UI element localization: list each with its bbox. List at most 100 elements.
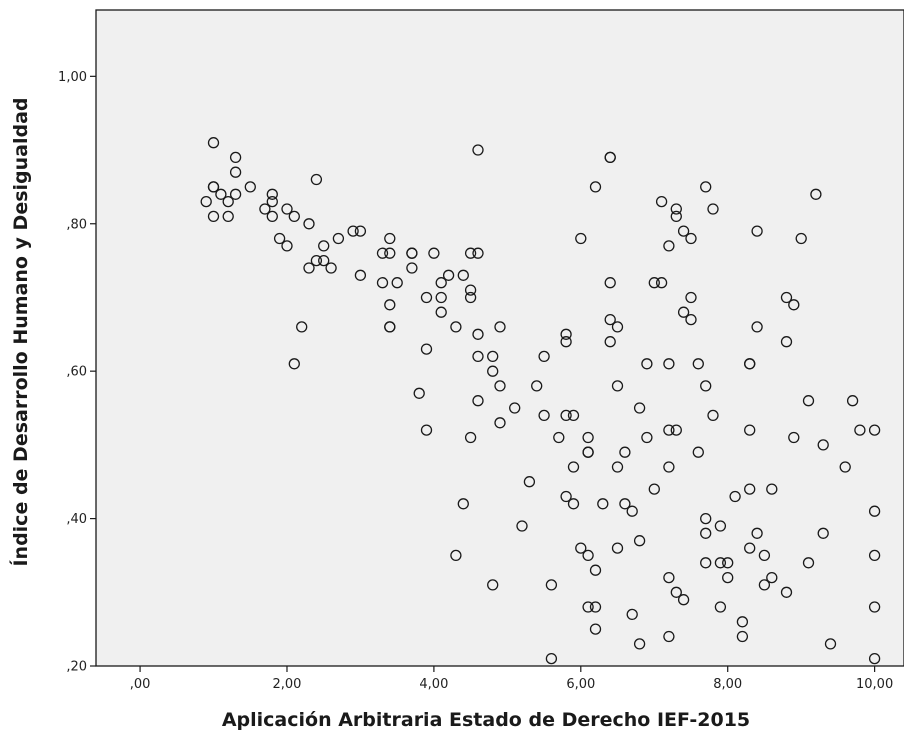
- data-point: [428, 247, 440, 259]
- data-point: [641, 431, 653, 444]
- data-point: [420, 424, 433, 436]
- data-point: [692, 446, 704, 458]
- data-point: [700, 527, 712, 539]
- data-point: [751, 321, 763, 333]
- data-point: [604, 151, 616, 164]
- data-point: [707, 203, 719, 215]
- data-point: [604, 313, 616, 326]
- data-point: [318, 240, 330, 252]
- data-point: [582, 549, 594, 562]
- data-point: [406, 247, 418, 259]
- data-point: [677, 594, 690, 606]
- data-point: [567, 461, 580, 473]
- data-point: [611, 461, 624, 473]
- data-point: [450, 321, 462, 333]
- data-point: [714, 520, 727, 532]
- data-point: [817, 527, 829, 539]
- data-point: [751, 225, 763, 237]
- y-tick-label: ,80: [66, 217, 87, 232]
- data-point: [310, 254, 323, 267]
- data-point: [384, 247, 396, 259]
- data-point: [722, 557, 734, 569]
- data-point: [633, 638, 646, 650]
- data-point: [296, 321, 308, 333]
- data-point: [868, 652, 881, 665]
- data-point: [685, 291, 697, 304]
- data-point: [854, 424, 866, 436]
- data-point: [531, 380, 543, 392]
- data-point: [766, 483, 778, 495]
- data-point: [464, 284, 477, 296]
- data-point: [450, 549, 462, 562]
- data-point: [611, 380, 624, 392]
- data-point: [868, 549, 881, 562]
- data-point: [494, 321, 506, 333]
- data-point: [420, 343, 433, 355]
- data-point: [780, 586, 793, 598]
- x-tick-label: 2,00: [273, 677, 302, 692]
- y-tick-label: 1,00: [58, 70, 87, 85]
- data-point: [780, 291, 793, 304]
- data-point: [376, 247, 389, 259]
- data-point: [722, 571, 734, 584]
- y-tick-label: ,40: [66, 512, 87, 527]
- data-point: [685, 313, 697, 326]
- data-point: [494, 417, 506, 429]
- data-point: [655, 195, 668, 208]
- data-point: [700, 380, 712, 392]
- data-point: [780, 336, 793, 348]
- data-point: [435, 291, 447, 304]
- data-point: [303, 262, 315, 274]
- data-point: [516, 520, 528, 532]
- data-point: [663, 571, 675, 584]
- data-point: [354, 225, 367, 237]
- data-point: [575, 542, 587, 554]
- data-point: [207, 210, 220, 223]
- data-point: [354, 269, 367, 281]
- data-point: [626, 608, 638, 621]
- data-point: [626, 505, 638, 517]
- data-point: [384, 321, 396, 333]
- data-point: [619, 498, 631, 510]
- data-point: [259, 203, 271, 215]
- data-point: [487, 579, 499, 591]
- data-point: [545, 652, 558, 665]
- data-point: [553, 431, 565, 444]
- axis-ticks: ,00 2,00 4,00 6,00 8,00 10,00 ,20 ,40 ,60 ,80 1,00: [58, 70, 893, 692]
- data-point: [442, 269, 455, 281]
- data-point: [802, 395, 815, 407]
- plot-frame: [95, 9, 904, 667]
- data-point: [663, 240, 675, 252]
- data-point: [413, 387, 425, 399]
- data-point: [457, 269, 469, 281]
- data-point: [788, 299, 800, 311]
- data-point: [457, 498, 469, 510]
- data-point: [582, 446, 594, 458]
- data-point: [222, 195, 234, 208]
- data-point: [288, 358, 300, 370]
- data-point: [376, 277, 389, 289]
- data-point: [384, 232, 396, 245]
- data-point: [567, 498, 580, 510]
- data-point: [648, 277, 660, 289]
- data-point: [597, 498, 609, 510]
- x-tick-label: 4,00: [419, 677, 448, 692]
- y-axis-title: Índice de Desarrollo Humano y Desigualda…: [9, 97, 32, 566]
- data-point: [281, 240, 293, 252]
- data-point: [229, 151, 242, 164]
- data-point: [494, 380, 506, 392]
- data-point: [641, 358, 653, 370]
- data-point: [266, 195, 278, 208]
- data-point: [751, 527, 763, 539]
- data-point: [487, 365, 499, 377]
- data-point: [347, 225, 359, 237]
- data-point: [795, 232, 807, 245]
- data-point: [560, 328, 572, 340]
- data-point: [472, 350, 484, 363]
- data-point: [736, 630, 749, 643]
- data-point: [604, 336, 616, 348]
- data-point: [273, 232, 286, 245]
- data-point: [700, 512, 712, 525]
- data-point: [700, 557, 712, 569]
